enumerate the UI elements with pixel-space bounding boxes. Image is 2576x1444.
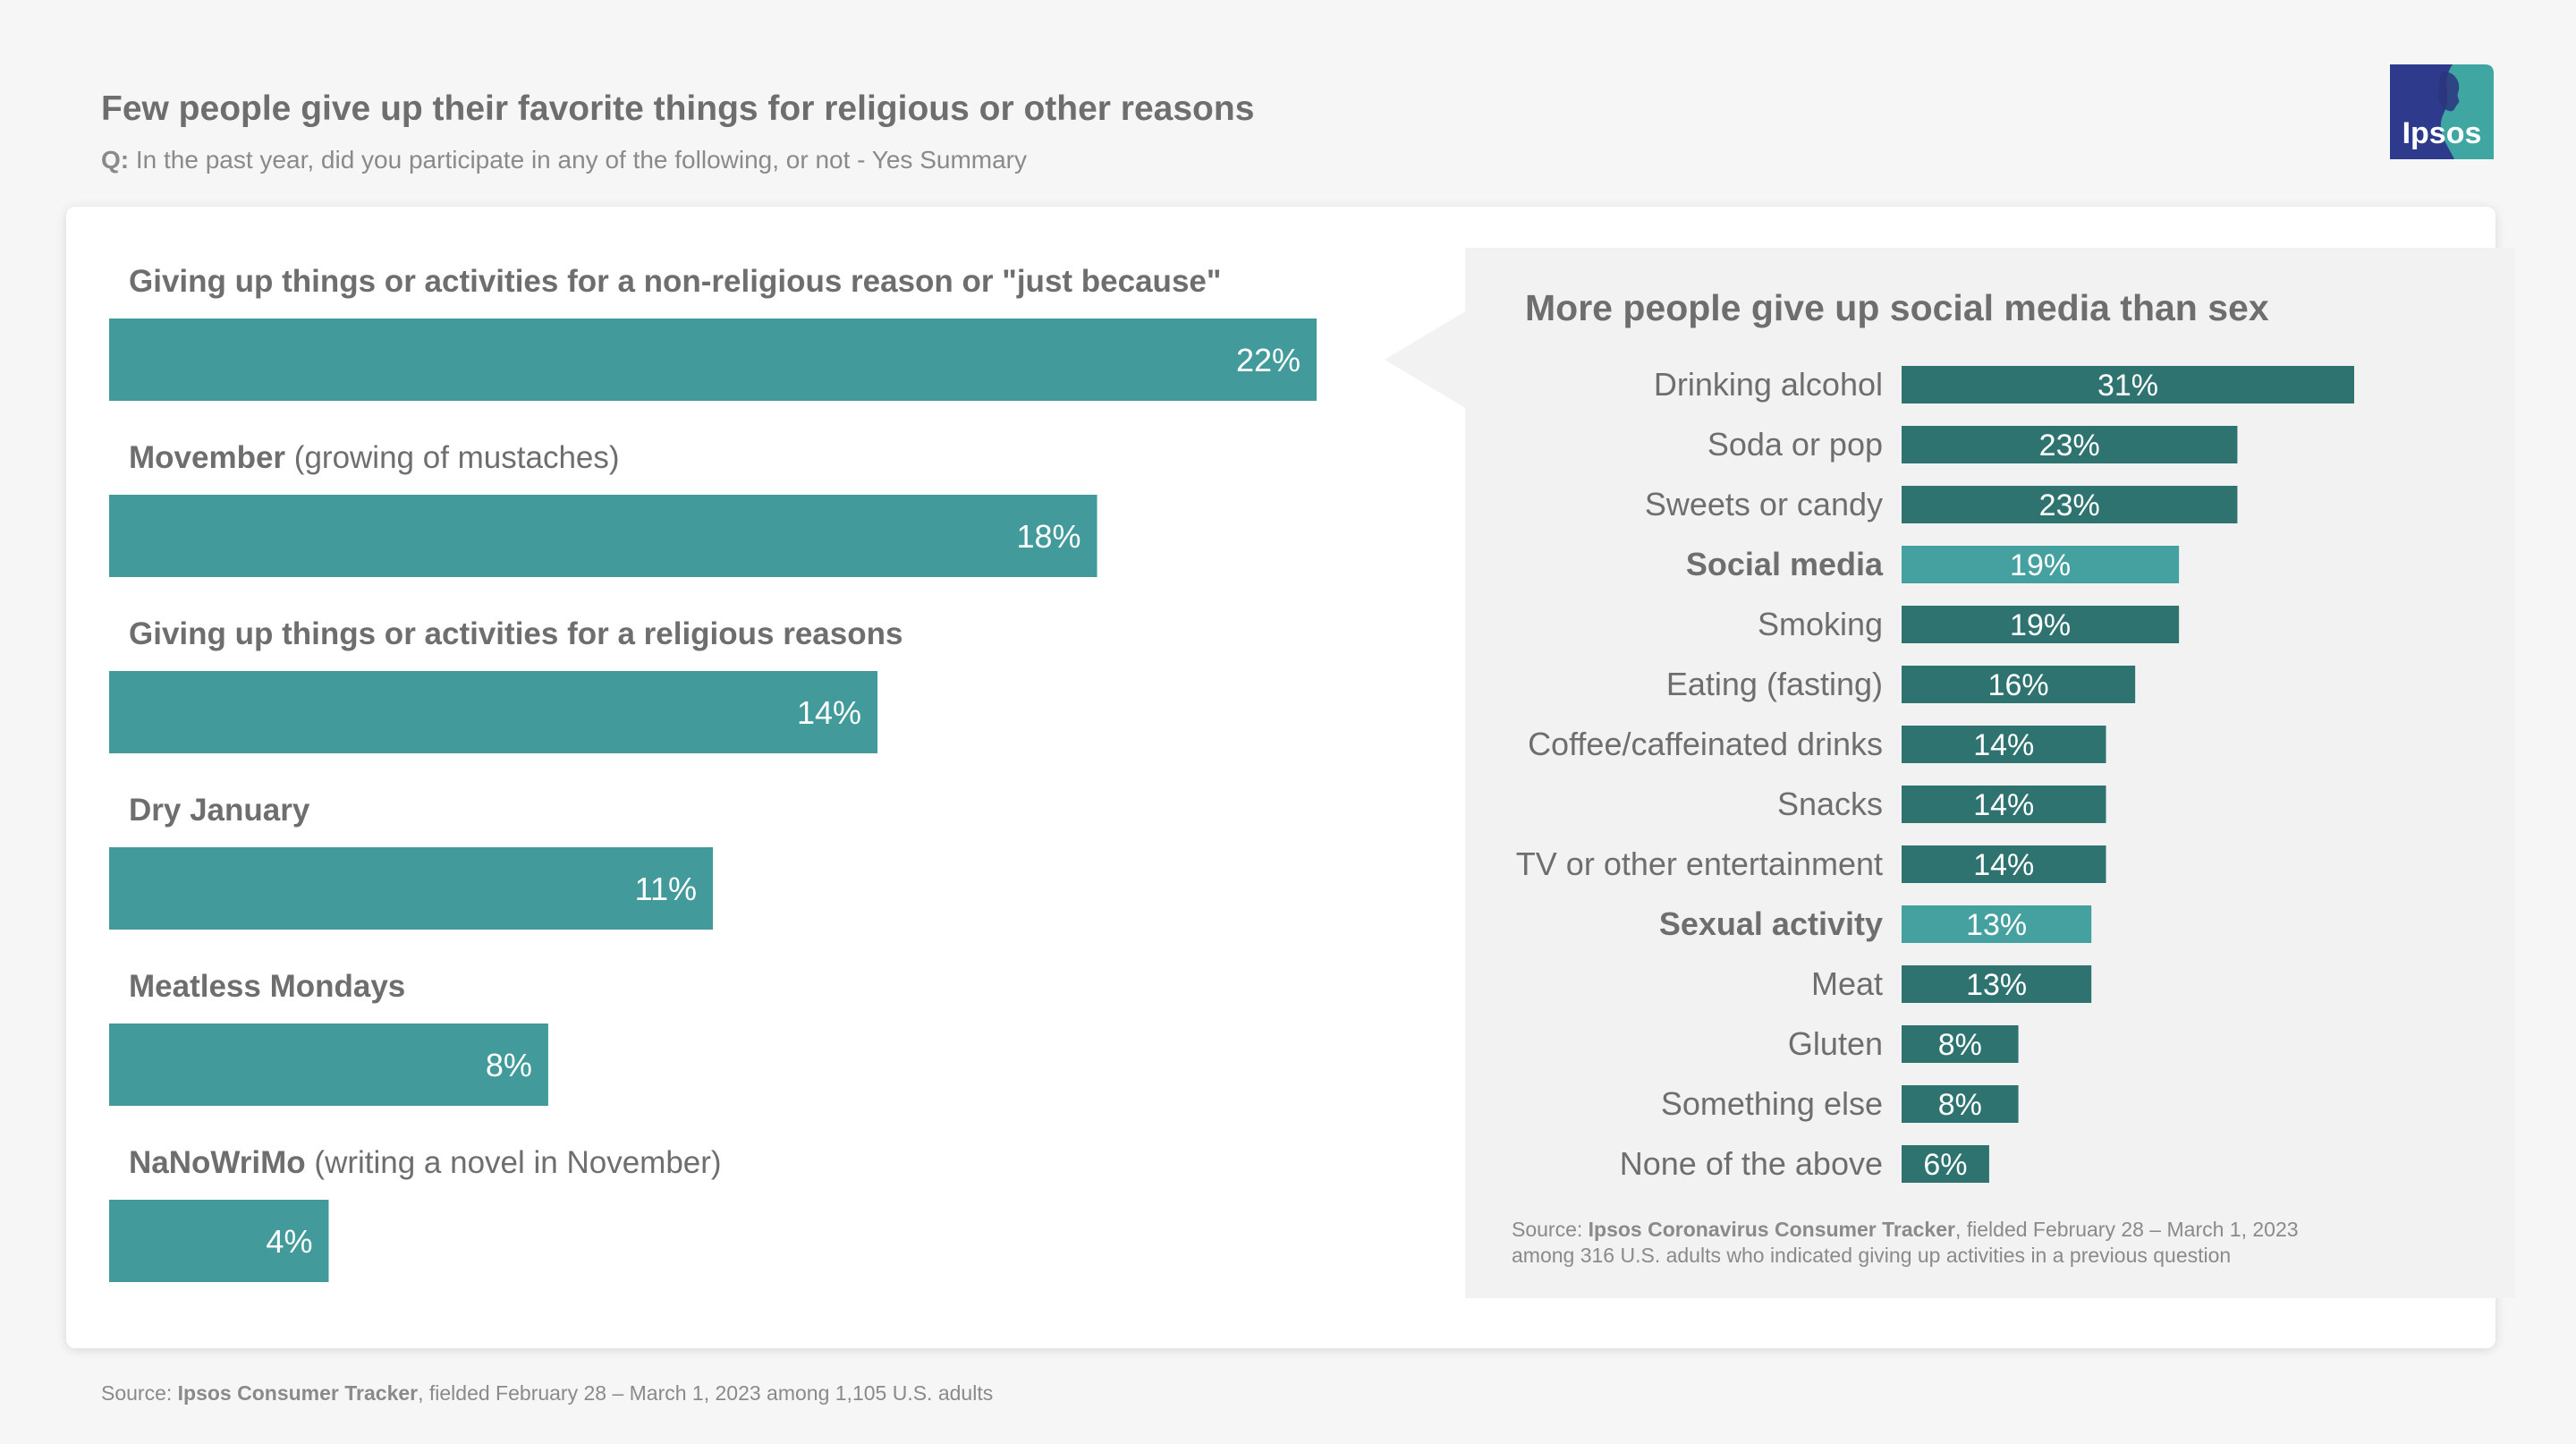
left-bar-value-label: 11% — [635, 871, 697, 907]
right-bar — [1902, 486, 2238, 523]
right-category-label: Smoking — [1758, 606, 1883, 642]
right-bar-value-label: 14% — [1973, 848, 2034, 882]
right-category-label: Drinking alcohol — [1654, 366, 1883, 403]
right-bar — [1902, 845, 2106, 883]
left-bar — [109, 1200, 329, 1282]
footer-source-note: Source: Ipsos Consumer Tracker, fielded … — [101, 1381, 993, 1406]
left-category-label-bold: Meatless Mondays — [129, 969, 405, 1004]
right-bar — [1902, 366, 2354, 403]
right-bar-value-label: 16% — [1988, 668, 2049, 702]
left-category-label-rest: (writing a novel in November) — [306, 1145, 722, 1180]
left-category-label-bold: NaNoWriMo — [129, 1145, 306, 1180]
right-bar-value-label: 23% — [2039, 429, 2100, 463]
right-bar-value-label: 31% — [2097, 369, 2158, 403]
right-bar — [1902, 666, 2136, 703]
left-bar-value-label: 22% — [1236, 342, 1301, 378]
right-category-label: Sweets or candy — [1645, 486, 1883, 522]
right-bar-value-label: 19% — [2010, 548, 2071, 582]
right-category-label: None of the above — [1620, 1145, 1883, 1182]
right-bar — [1902, 1025, 2019, 1063]
right-category-label: Eating (fasting) — [1666, 666, 1883, 702]
question-text: In the past year, did you participate in… — [129, 146, 1028, 174]
right-bar-value-label: 8% — [1938, 1028, 1982, 1062]
question-prefix: Q: — [101, 146, 130, 174]
right-bar — [1902, 426, 2238, 463]
detail-chart-title: More people give up social media than se… — [1525, 287, 2269, 328]
right-bar — [1902, 726, 2106, 763]
footer-source-prefix: Source: — [101, 1381, 178, 1405]
right-bar-value-label: 6% — [1923, 1148, 1967, 1182]
left-category-label: NaNoWriMo (writing a novel in November) — [129, 1145, 722, 1180]
right-category-label: Soda or pop — [1707, 426, 1883, 463]
right-category-label: Coffee/caffeinated drinks — [1528, 726, 1883, 762]
left-category-label: Movember (growing of mustaches) — [129, 440, 620, 475]
right-category-label: Snacks — [1777, 786, 1883, 822]
right-category-label: Something else — [1661, 1085, 1883, 1122]
page-title: Few people give up their favorite things… — [101, 89, 1255, 128]
detail-source-line2: among 316 U.S. adults who indicated givi… — [1512, 1244, 2232, 1267]
left-category-label-bold: Giving up things or activities for a rel… — [129, 616, 902, 651]
left-bar-value-label: 4% — [266, 1223, 312, 1260]
left-category-label-bold: Dry January — [129, 793, 310, 828]
detail-source-line1: , fielded February 28 – March 1, 2023 — [1954, 1218, 2299, 1241]
left-bar-value-label: 8% — [486, 1047, 532, 1083]
right-bar — [1902, 965, 2092, 1003]
left-bar-value-label: 18% — [1016, 518, 1080, 555]
footer-source-name: Ipsos Consumer Tracker — [177, 1381, 419, 1405]
question-subtitle: Q: In the past year, did you participate… — [101, 146, 1027, 174]
right-bar — [1902, 1085, 2019, 1123]
left-category-label: Giving up things or activities for a non… — [129, 264, 1221, 299]
left-bar-chart: Giving up things or activities for a non… — [109, 264, 1317, 1282]
right-category-label: Sexual activity — [1659, 905, 1883, 942]
right-bar-value-label: 8% — [1938, 1088, 1982, 1122]
ipsos-logo: Ipsos — [2390, 64, 2494, 159]
left-bar — [109, 319, 1317, 401]
left-bar — [109, 495, 1097, 577]
right-category-label: Social media — [1686, 546, 1884, 582]
left-bar — [109, 671, 878, 753]
left-bar-value-label: 14% — [797, 694, 861, 731]
detail-source-note: Source: Ipsos Coronavirus Consumer Track… — [1512, 1217, 2299, 1269]
callout-pointer — [1385, 310, 1467, 409]
right-bar — [1902, 905, 2092, 943]
right-bar-value-label: 19% — [2010, 608, 2071, 642]
right-bar-value-label: 14% — [1973, 788, 2034, 822]
left-category-label: Giving up things or activities for a rel… — [129, 616, 902, 651]
right-bar — [1902, 1145, 1989, 1183]
left-category-label: Meatless Mondays — [129, 969, 405, 1004]
right-category-label: TV or other entertainment — [1516, 845, 1883, 882]
left-bar — [109, 847, 713, 930]
detail-source-name: Ipsos Coronavirus Consumer Tracker — [1588, 1218, 1955, 1241]
right-category-label: Gluten — [1788, 1025, 1883, 1062]
detail-source-prefix: Source: — [1512, 1218, 1589, 1241]
right-bar-value-label: 23% — [2039, 488, 2100, 522]
logo-text: Ipsos — [2402, 116, 2482, 150]
right-bar — [1902, 786, 2106, 823]
footer-source-rest: , fielded February 28 – March 1, 2023 am… — [418, 1381, 994, 1405]
left-category-label-rest: (growing of mustaches) — [285, 440, 619, 475]
left-bar — [109, 1024, 548, 1106]
right-bar — [1902, 606, 2180, 643]
left-category-label-bold: Movember — [129, 440, 285, 475]
right-bar — [1902, 546, 2180, 583]
right-category-label: Meat — [1811, 965, 1883, 1002]
left-category-label: Dry January — [129, 793, 310, 828]
right-bar-value-label: 13% — [1966, 968, 2027, 1002]
right-bar-value-label: 13% — [1966, 908, 2027, 942]
right-bar-value-label: 14% — [1973, 728, 2034, 762]
left-category-label-bold: Giving up things or activities for a non… — [129, 264, 1221, 299]
right-bar-chart: Drinking alcohol 31% Soda or pop 23% Sweets … — [1516, 366, 2354, 1183]
detail-panel: More people give up social media than se… — [1465, 248, 2515, 1298]
content-card: Giving up things or activities for a non… — [66, 207, 2515, 1348]
